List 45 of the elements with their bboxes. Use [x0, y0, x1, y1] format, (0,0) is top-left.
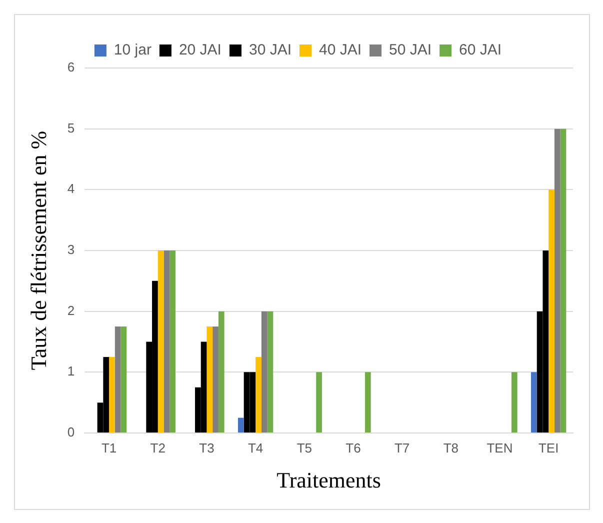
legend-label: 60 JAI	[459, 42, 502, 59]
x-tick-label: T6	[346, 440, 361, 456]
y-tick-label: 4	[67, 181, 75, 196]
y-tick-label: 2	[67, 302, 75, 318]
bar	[206, 326, 213, 432]
bar	[554, 128, 560, 432]
bar	[267, 311, 274, 432]
bar	[548, 190, 554, 432]
x-tick-label: T3	[199, 440, 214, 456]
x-tick-label: TEN	[486, 440, 513, 456]
bar	[531, 372, 537, 432]
bar	[170, 250, 176, 432]
bar	[511, 372, 518, 432]
bar	[256, 356, 262, 432]
x-tick-label: T2	[150, 440, 166, 456]
bar	[364, 372, 371, 432]
x-tick-label: T1	[101, 440, 117, 456]
bar	[560, 128, 566, 432]
y-tick-label: 0	[67, 424, 75, 440]
y-tick-label: 1	[67, 364, 75, 379]
bar	[158, 250, 164, 432]
x-tick-label: TEI	[538, 440, 559, 456]
bar	[114, 326, 121, 432]
legend-label: 10 jar	[114, 42, 152, 59]
bar	[120, 326, 127, 432]
bar	[261, 311, 268, 432]
bar	[109, 356, 115, 432]
x-tick-label: T4	[248, 440, 264, 456]
bar	[316, 372, 322, 432]
legend-label: 30 JAI	[248, 42, 292, 59]
legend-label: 20 JAI	[178, 42, 222, 59]
y-tick-label: 6	[67, 60, 75, 75]
y-tick-label: 5	[67, 120, 75, 136]
bar	[218, 311, 224, 432]
x-tick-label: T7	[394, 440, 410, 456]
y-axis-title: Taux de flétrissement en %	[26, 130, 51, 370]
x-axis-title: Traitements	[276, 468, 381, 493]
y-tick-label: 3	[67, 242, 75, 258]
x-tick-label: T8	[443, 440, 458, 456]
bar	[238, 418, 244, 432]
bar	[212, 326, 218, 432]
legend-label: 40 JAI	[319, 42, 362, 59]
bar	[164, 250, 170, 432]
x-tick-label: T5	[296, 440, 312, 456]
legend-label: 50 JAI	[389, 42, 432, 59]
